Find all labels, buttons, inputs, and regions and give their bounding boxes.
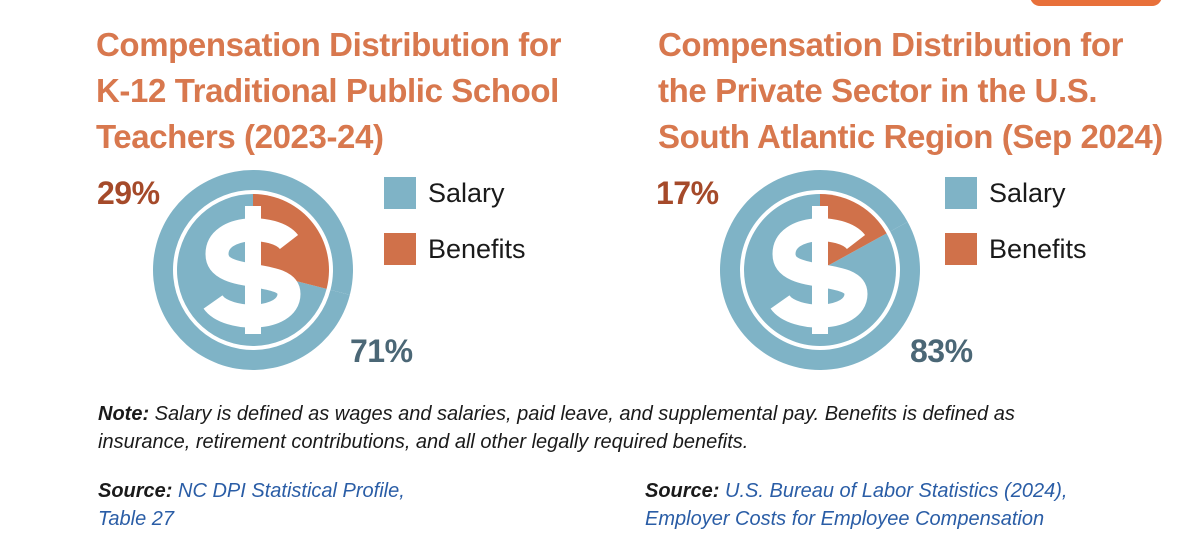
chart-title-right: Compensation Distribution for the Privat… bbox=[658, 26, 1163, 155]
legend-swatch-benefits bbox=[384, 233, 416, 265]
benefits-percent-label-left: 29% bbox=[97, 175, 160, 211]
legend-label-salary: Salary bbox=[989, 178, 1066, 208]
legend-swatch-salary bbox=[945, 177, 977, 209]
note-text: Note: Salary is defined as wages and sal… bbox=[98, 400, 1108, 456]
dollar-sign-icon bbox=[203, 206, 301, 334]
legend-swatch-salary bbox=[384, 177, 416, 209]
legend-swatch-benefits bbox=[945, 233, 977, 265]
salary-percent-label-left: 71% bbox=[350, 333, 413, 369]
dollar-bar bbox=[812, 206, 828, 334]
note-label: Note: bbox=[98, 403, 150, 425]
pie-slice-benefits bbox=[253, 194, 329, 289]
chart-title-left: Compensation Distribution for K-12 Tradi… bbox=[96, 26, 562, 155]
dollar-sign-icon bbox=[770, 206, 868, 334]
accent-tab bbox=[1030, 0, 1162, 6]
pie-ring-benefits bbox=[820, 170, 908, 232]
source-right: Source: U.S. Bureau of Labor Statistics … bbox=[645, 477, 1165, 533]
dollar-bar bbox=[245, 206, 261, 334]
source-link-bls[interactable]: U.S. Bureau of Labor Statistics (2024), … bbox=[645, 480, 1068, 530]
source-link-nc-dpi[interactable]: NC DPI Statistical Profile, Table 27 bbox=[98, 480, 405, 530]
source-label: Source: bbox=[645, 480, 720, 502]
benefits-percent-label-right: 17% bbox=[656, 175, 719, 211]
source-label: Source: bbox=[98, 480, 173, 502]
legend-label-salary: Salary bbox=[428, 178, 505, 208]
legend-label-benefits: Benefits bbox=[428, 234, 526, 264]
legend-label-benefits: Benefits bbox=[989, 234, 1087, 264]
note-body: Salary is defined as wages and salaries,… bbox=[98, 403, 1015, 453]
pie-chart-left bbox=[153, 170, 353, 370]
pie-chart-right bbox=[720, 170, 920, 370]
pie-gap-ring bbox=[740, 190, 900, 350]
source-left: Source: NC DPI Statistical Profile, Tabl… bbox=[98, 477, 518, 533]
salary-percent-label-right: 83% bbox=[910, 333, 973, 369]
pie-ring-benefits bbox=[253, 170, 353, 295]
pie-gap-ring bbox=[173, 190, 333, 350]
